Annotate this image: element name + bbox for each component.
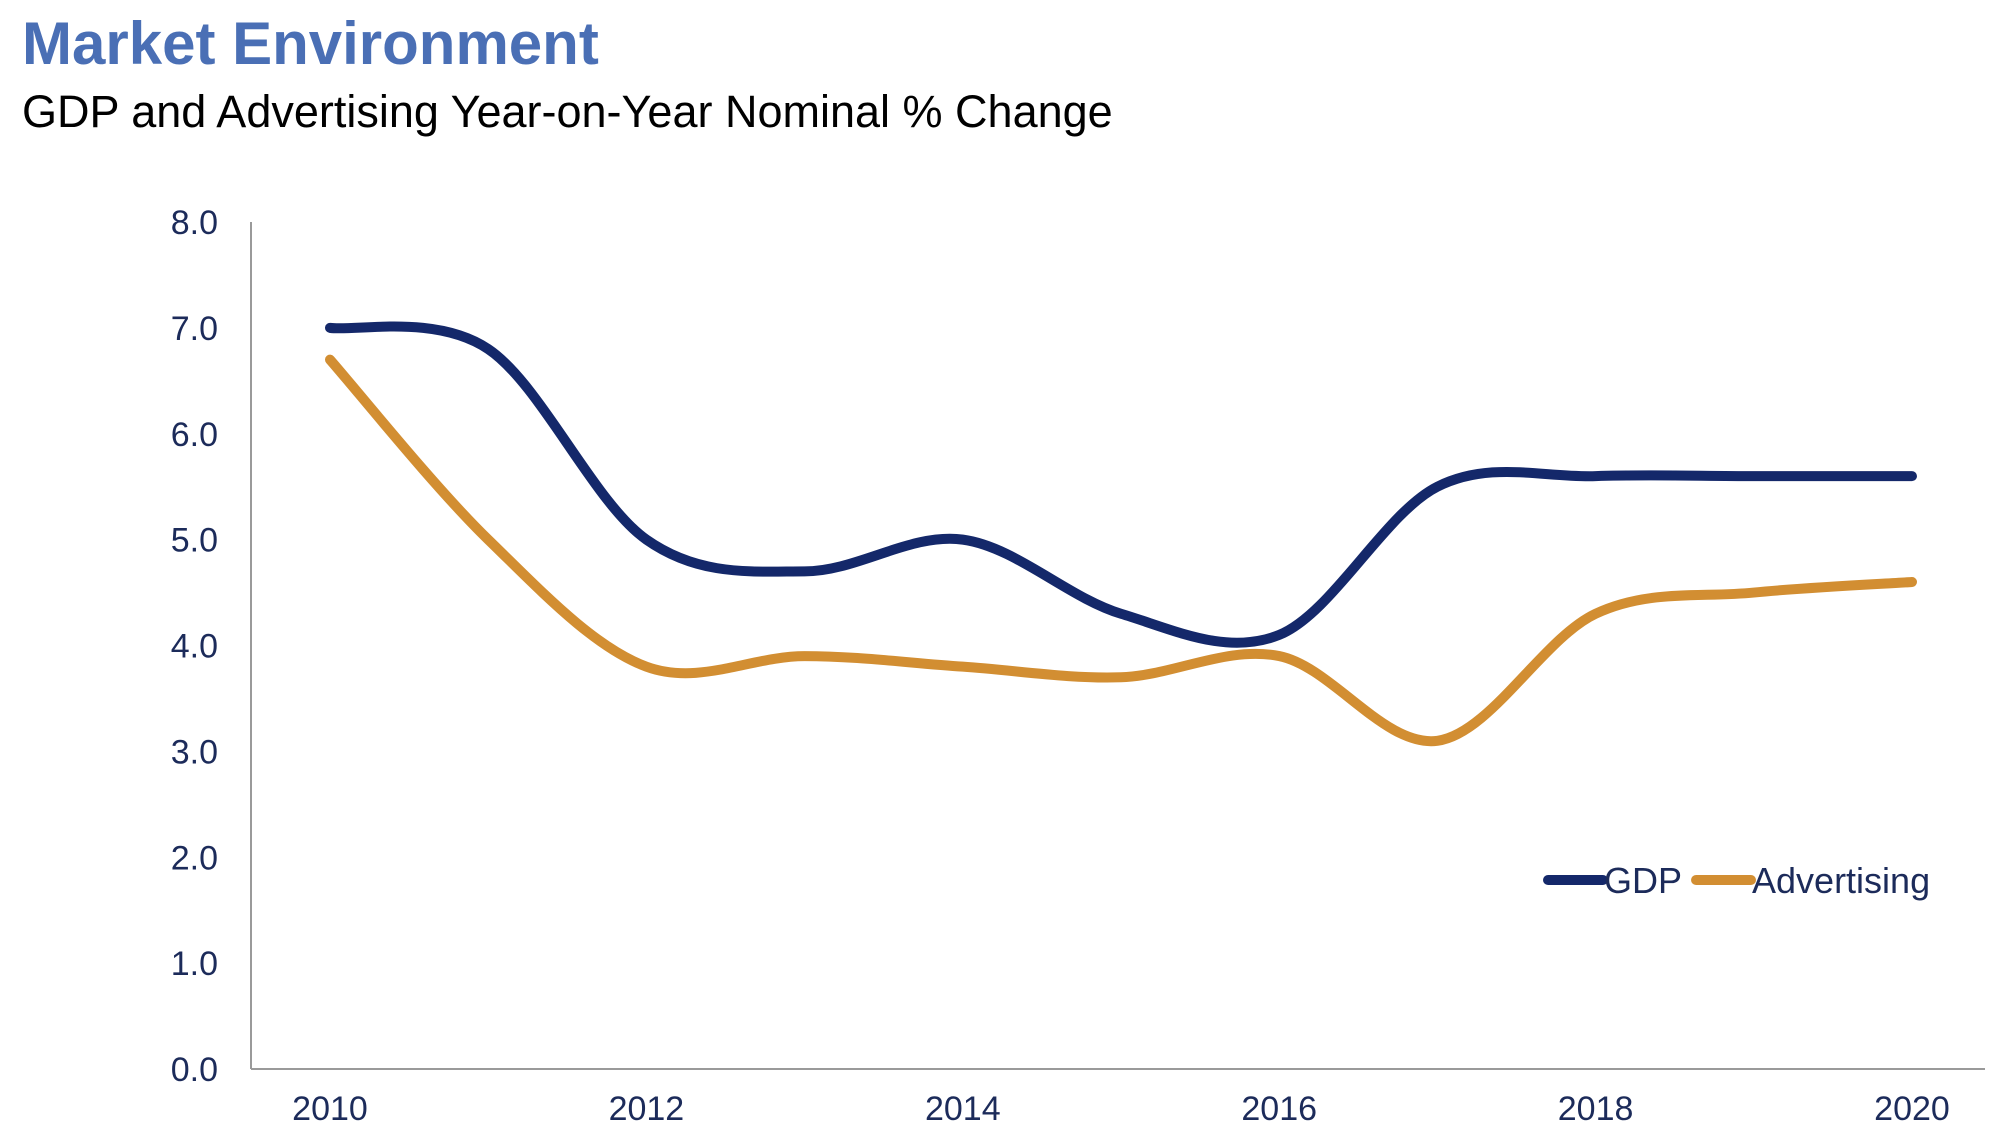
y-tick-label: 6.0 [171, 416, 218, 454]
y-tick-label: 1.0 [171, 945, 218, 983]
x-axis-ticks: 2010 2012 2014 2016 2018 2020 [292, 1090, 1950, 1128]
x-tick-label: 2016 [1241, 1090, 1317, 1128]
x-tick-label: 2012 [609, 1090, 685, 1128]
legend-label-gdp: GDP [1604, 860, 1682, 901]
y-tick-label: 5.0 [171, 522, 218, 560]
page-title: Market Environment [22, 10, 599, 77]
x-tick-label: 2010 [292, 1090, 368, 1128]
y-tick-label: 4.0 [171, 628, 218, 666]
x-tick-label: 2014 [925, 1090, 1001, 1128]
y-tick-label: 7.0 [171, 310, 218, 348]
y-axis-ticks: 0.0 1.0 2.0 3.0 4.0 5.0 6.0 7.0 8.0 [171, 204, 218, 1089]
y-tick-label: 0.0 [171, 1051, 218, 1089]
y-tick-label: 3.0 [171, 733, 218, 771]
series-line-advertising [325, 354, 1917, 747]
legend-label-advertising: Advertising [1752, 860, 1930, 901]
page-subtitle: GDP and Advertising Year-on-Year Nominal… [22, 86, 1113, 137]
chart-legend: GDP Advertising [1543, 860, 1930, 901]
chart-axes [250, 222, 1985, 1070]
x-tick-label: 2018 [1558, 1090, 1634, 1128]
series-line-gdp [325, 321, 1917, 648]
x-tick-label: 2020 [1874, 1090, 1950, 1128]
y-tick-label: 8.0 [171, 204, 218, 242]
y-tick-label: 2.0 [171, 839, 218, 877]
series-lines [325, 321, 1917, 747]
